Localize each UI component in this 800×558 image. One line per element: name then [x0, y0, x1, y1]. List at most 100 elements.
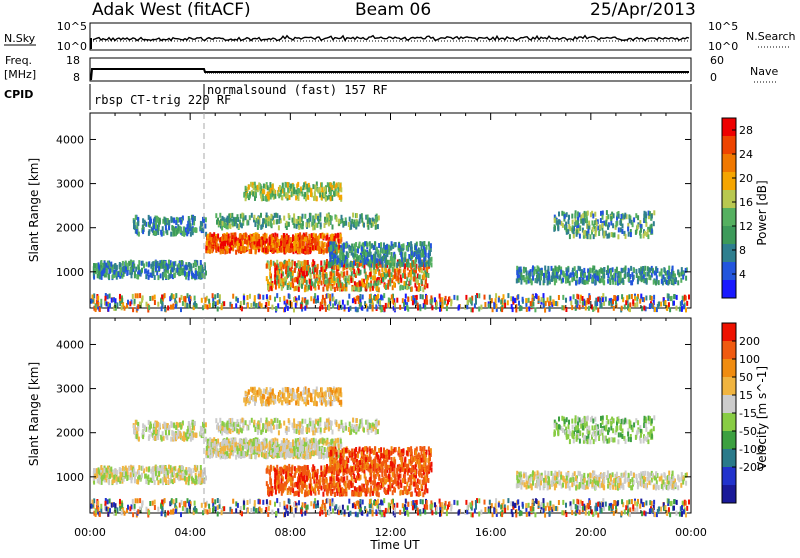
echo-cell — [274, 297, 276, 302]
echo-cell — [302, 241, 304, 246]
echo-cell — [162, 431, 164, 436]
echo-cell — [334, 244, 336, 249]
echo-cell — [111, 473, 113, 478]
echo-cell — [519, 306, 521, 311]
echo-cell — [343, 243, 345, 248]
echo-cell — [200, 465, 202, 470]
y-tick-label: 1000 — [56, 266, 84, 279]
cpid-segment-2: normalsound (fast) 157 RF — [207, 83, 388, 97]
echo-cell — [350, 267, 352, 272]
echo-cell — [582, 213, 584, 218]
y-tick-label: 4000 — [56, 133, 84, 146]
echo-cell — [379, 254, 381, 259]
echo-cell — [619, 220, 621, 225]
echo-cell — [328, 306, 330, 311]
echo-cell — [654, 307, 656, 312]
echo-cell — [302, 271, 304, 276]
echo-cell — [185, 432, 187, 437]
echo-cell — [114, 264, 116, 269]
echo-cell — [165, 479, 167, 484]
echo-cell — [220, 244, 222, 249]
echo-cell — [430, 299, 432, 304]
echo-cell — [149, 425, 151, 430]
echo-cell — [142, 434, 144, 439]
echo-cell — [381, 267, 383, 272]
echo-cell — [511, 304, 513, 309]
echo-cell — [147, 475, 149, 480]
echo-cell — [205, 304, 207, 309]
echo-cell — [356, 220, 358, 225]
echo-cell — [673, 301, 675, 306]
echo-cell — [634, 303, 636, 308]
echo-cell — [568, 219, 570, 224]
echo-cell — [330, 196, 332, 201]
echo-cell — [328, 221, 330, 226]
echo-cell — [292, 271, 294, 276]
echo-cell — [141, 473, 143, 478]
echo-cell — [625, 266, 627, 271]
echo-cell — [617, 273, 619, 278]
echo-cell — [212, 293, 214, 298]
echo-cell — [336, 217, 338, 222]
echo-cell — [607, 225, 609, 230]
echo-cell — [265, 196, 267, 201]
echo-cell — [671, 274, 673, 279]
echo-cell — [188, 480, 190, 485]
echo-cell — [602, 223, 604, 228]
echo-cell — [264, 236, 266, 241]
echo-cell — [246, 221, 248, 226]
echo-cell — [241, 223, 243, 228]
echo-cell — [178, 468, 180, 473]
echo-cell — [563, 271, 565, 276]
echo-cell — [155, 224, 157, 229]
echo-cell — [133, 264, 135, 269]
echo-cell — [680, 278, 682, 283]
echo-cell — [378, 243, 380, 248]
echo-cell — [597, 276, 599, 281]
echo-cell — [349, 262, 351, 267]
echo-cell — [599, 304, 601, 309]
echo-cell — [273, 189, 275, 194]
echo-cell — [105, 468, 107, 473]
echo-cell — [560, 270, 562, 275]
echo-cell — [369, 244, 371, 249]
echo-cell — [345, 221, 347, 226]
echo-cell — [142, 430, 144, 435]
echo-cell — [661, 279, 663, 284]
echo-cell — [235, 217, 237, 222]
echo-cell — [612, 280, 614, 285]
echo-cell — [312, 267, 314, 272]
echo-cell — [157, 302, 159, 307]
echo-cell — [360, 302, 362, 307]
echo-cell — [475, 295, 477, 300]
echo-cell — [255, 249, 257, 254]
echo-cell — [376, 258, 378, 263]
echo-cell — [192, 422, 194, 427]
echo-cell — [321, 182, 323, 187]
echo-cell — [290, 262, 292, 267]
echo-cell — [587, 298, 589, 303]
echo-cell — [642, 297, 644, 302]
echo-cell — [528, 306, 530, 311]
echo-cell — [137, 293, 139, 298]
echo-cell — [262, 189, 264, 194]
echo-cell — [588, 306, 590, 311]
echo-cell — [123, 272, 125, 277]
echo-cell — [544, 266, 546, 271]
echo-cell — [268, 216, 270, 221]
echo-cell — [683, 304, 685, 309]
echo-cell — [541, 297, 543, 302]
echo-cell — [302, 235, 304, 240]
echo-cell — [530, 301, 532, 306]
echo-cell — [194, 296, 196, 301]
echo-cell — [249, 294, 251, 299]
echo-cell — [180, 307, 182, 312]
echo-cell — [283, 296, 285, 301]
echo-cell — [276, 275, 278, 280]
nsky-trace — [91, 36, 689, 49]
echo-cell — [338, 305, 340, 310]
echo-cell — [412, 263, 414, 268]
echo-cell — [484, 302, 486, 307]
echo-cell — [315, 214, 317, 219]
echo-cell — [148, 215, 150, 220]
